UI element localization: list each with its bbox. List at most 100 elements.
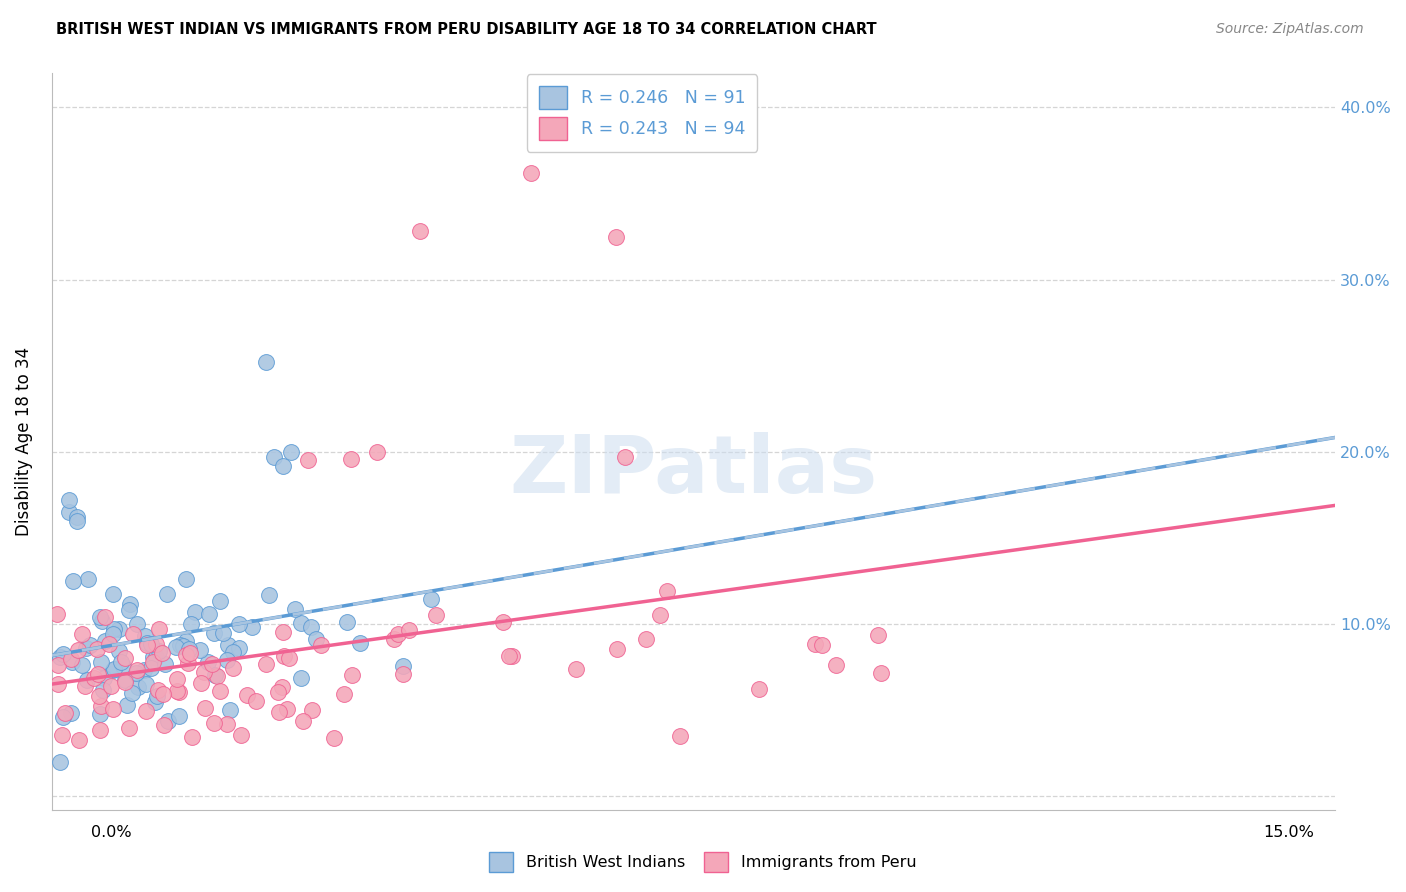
Text: ZIPatlas: ZIPatlas	[509, 432, 877, 510]
Point	[86, 667, 108, 681]
Legend: R = 0.246   N = 91, R = 0.243   N = 94: R = 0.246 N = 91, R = 0.243 N = 94	[527, 74, 758, 152]
Point	[110, 655, 132, 669]
Point	[811, 638, 834, 652]
Point	[132, 663, 155, 677]
Point	[121, 686, 143, 700]
Point	[90, 614, 112, 628]
Point	[650, 608, 672, 623]
Point	[202, 716, 225, 731]
Point	[202, 626, 225, 640]
Point	[124, 665, 146, 680]
Point	[169, 708, 191, 723]
Point	[231, 728, 253, 742]
Point	[174, 572, 197, 586]
Text: 15.0%: 15.0%	[1264, 825, 1315, 839]
Point	[284, 602, 307, 616]
Point	[748, 682, 770, 697]
Point	[270, 680, 292, 694]
Point	[153, 657, 176, 672]
Point	[107, 623, 129, 637]
Point	[290, 616, 312, 631]
Point	[208, 594, 231, 608]
Point	[141, 637, 163, 651]
Point	[501, 648, 523, 663]
Point	[301, 703, 323, 717]
Point	[278, 651, 301, 665]
Point	[66, 510, 89, 524]
Point	[605, 229, 627, 244]
Point	[118, 597, 141, 611]
Point	[271, 458, 294, 473]
Point	[87, 689, 110, 703]
Point	[228, 616, 250, 631]
Point	[67, 733, 90, 747]
Point	[76, 673, 98, 687]
Point	[392, 658, 415, 673]
Point	[180, 617, 202, 632]
Point	[868, 627, 890, 641]
Point	[309, 638, 332, 652]
Point	[142, 655, 165, 669]
Point	[165, 640, 187, 654]
Point	[153, 718, 176, 732]
Text: BRITISH WEST INDIAN VS IMMIGRANTS FROM PERU DISABILITY AGE 18 TO 34 CORRELATION : BRITISH WEST INDIAN VS IMMIGRANTS FROM P…	[56, 22, 877, 37]
Point	[53, 706, 76, 720]
Point	[98, 637, 121, 651]
Point	[655, 584, 678, 599]
Point	[392, 667, 415, 681]
Point	[305, 632, 328, 647]
Point	[366, 445, 388, 459]
Point	[118, 721, 141, 735]
Point	[172, 639, 194, 653]
Point	[520, 166, 543, 180]
Point	[103, 622, 125, 636]
Point	[257, 588, 280, 602]
Point	[197, 655, 219, 669]
Legend: British West Indians, Immigrants from Peru: British West Indians, Immigrants from Pe…	[481, 844, 925, 880]
Point	[125, 617, 148, 632]
Point	[869, 666, 891, 681]
Point	[90, 698, 112, 713]
Point	[127, 663, 149, 677]
Point	[291, 714, 314, 728]
Point	[297, 453, 319, 467]
Point	[70, 627, 93, 641]
Point	[145, 695, 167, 709]
Point	[52, 647, 75, 661]
Point	[669, 729, 692, 743]
Point	[135, 704, 157, 718]
Point	[212, 626, 235, 640]
Point	[70, 657, 93, 672]
Point	[136, 638, 159, 652]
Point	[145, 650, 167, 665]
Point	[606, 642, 628, 657]
Point	[188, 643, 211, 657]
Point	[236, 688, 259, 702]
Point	[108, 644, 131, 658]
Point	[194, 701, 217, 715]
Point	[121, 627, 143, 641]
Point	[190, 675, 212, 690]
Point	[114, 650, 136, 665]
Point	[174, 633, 197, 648]
Point	[73, 679, 96, 693]
Point	[166, 684, 188, 698]
Point	[280, 445, 302, 459]
Point	[425, 608, 447, 623]
Point	[60, 706, 83, 720]
Point	[299, 620, 322, 634]
Point	[66, 643, 89, 657]
Point	[267, 685, 290, 699]
Point	[93, 633, 115, 648]
Point	[51, 729, 73, 743]
Point	[322, 731, 344, 746]
Point	[215, 717, 238, 731]
Point	[276, 702, 298, 716]
Point	[340, 451, 363, 466]
Point	[46, 607, 69, 622]
Point	[66, 514, 89, 528]
Point	[290, 672, 312, 686]
Point	[127, 681, 149, 695]
Point	[273, 624, 295, 639]
Point	[91, 683, 114, 698]
